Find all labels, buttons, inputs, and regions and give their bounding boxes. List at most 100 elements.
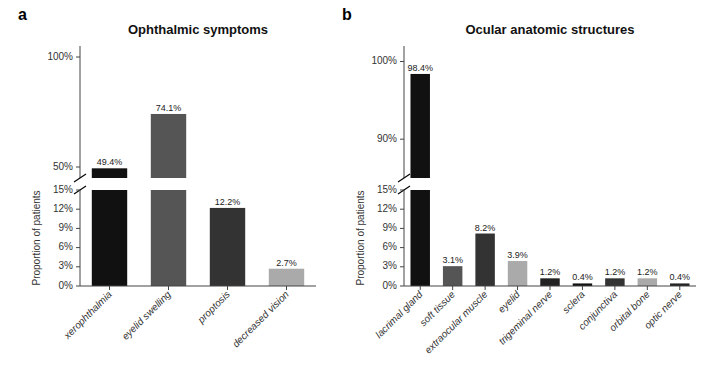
- x-tick-label: optic nerve: [642, 288, 685, 331]
- x-tick-label: xerophthalmia: [61, 288, 114, 341]
- x-tick: [485, 286, 486, 290]
- y-tick: [400, 286, 404, 287]
- x-tick: [647, 286, 648, 290]
- panel: 0%3%6%9%12%15%90%100%lacrimal glandsoft …: [342, 0, 696, 356]
- y-axis-high: [80, 46, 81, 178]
- x-tick-label: decreased vision: [230, 288, 291, 349]
- y-tick-label: 15%: [53, 184, 73, 195]
- data-label: 0.4%: [670, 272, 691, 282]
- y-tick-label: 90%: [377, 133, 397, 144]
- y-tick-label: 100%: [47, 51, 73, 62]
- data-label: 8.2%: [475, 223, 496, 233]
- bar: [540, 278, 559, 286]
- bars-low: [410, 190, 689, 286]
- y-tick: [76, 247, 80, 248]
- bars-high: [410, 74, 429, 178]
- y-tick: [76, 209, 80, 210]
- y-tick-label: 50%: [53, 161, 73, 172]
- y-tick: [76, 266, 80, 267]
- bar: [269, 269, 304, 286]
- bar: [151, 190, 186, 286]
- x-tick: [452, 286, 453, 290]
- bar: [92, 190, 127, 286]
- title: Ocular anatomic structures: [465, 22, 634, 37]
- bar: [210, 208, 245, 286]
- y-tick-label: 3%: [383, 260, 398, 271]
- x-tick: [517, 286, 518, 290]
- x-tick: [420, 286, 421, 290]
- data-label: 1.2%: [540, 267, 561, 277]
- bar: [605, 278, 624, 286]
- y-tick: [400, 139, 404, 140]
- bar: [508, 261, 527, 286]
- axis-break: [398, 174, 410, 182]
- panel: 0%3%6%9%12%15%50%100%xerophthalmiaeyelid…: [18, 0, 316, 349]
- bar: [443, 266, 462, 286]
- axis-break: [74, 186, 86, 194]
- y-axis-low: [80, 190, 81, 286]
- x-tick: [109, 286, 110, 290]
- x-tick-label: extraocular muscle: [422, 288, 489, 355]
- x-tick: [582, 286, 583, 290]
- y-axis-label: Proportion of patients: [31, 190, 42, 285]
- bar: [475, 234, 494, 286]
- y-tick-label: 15%: [377, 184, 397, 195]
- y-tick: [400, 247, 404, 248]
- x-tick: [168, 286, 169, 290]
- y-tick: [76, 190, 80, 191]
- y-tick: [76, 57, 80, 58]
- y-tick: [400, 190, 404, 191]
- x-tick-label: sclera: [560, 288, 587, 315]
- y-tick-label: 3%: [59, 260, 74, 271]
- y-tick: [400, 228, 404, 229]
- x-axis: [80, 286, 316, 287]
- y-axis-low: [404, 190, 405, 286]
- y-tick-label: 9%: [383, 222, 398, 233]
- x-tick-label: lacrimal gland: [373, 288, 425, 340]
- y-tick: [400, 266, 404, 267]
- bar: [410, 190, 429, 286]
- data-label: 2.7%: [276, 258, 297, 268]
- bar: [151, 114, 186, 178]
- x-tick-label: trigeminal nerve: [496, 288, 554, 346]
- y-tick-label: 12%: [377, 203, 397, 214]
- data-label: 0.4%: [572, 272, 593, 282]
- y-tick: [400, 209, 404, 210]
- y-axis-high: [404, 46, 405, 178]
- data-label: 3.9%: [507, 250, 528, 260]
- y-tick-label: 100%: [371, 55, 397, 66]
- y-tick-label: 6%: [59, 241, 74, 252]
- y-tick-label: 0%: [383, 280, 398, 291]
- y-axis-label: Proportion of patients: [355, 190, 366, 285]
- x-tick-label: eyelid: [496, 288, 523, 315]
- bar: [638, 278, 657, 286]
- y-tick-label: 6%: [383, 241, 398, 252]
- data-label: 1.2%: [637, 267, 658, 277]
- y-tick-label: 9%: [59, 222, 74, 233]
- x-tick: [679, 286, 680, 290]
- x-tick-label: proptosis: [195, 289, 232, 326]
- title: Ophthalmic symptoms: [128, 22, 268, 37]
- y-tick: [76, 167, 80, 168]
- panel-label: b: [342, 6, 352, 23]
- y-tick-label: 12%: [53, 203, 73, 214]
- data-label: 3.1%: [442, 255, 463, 265]
- x-tick: [614, 286, 615, 290]
- axis-break: [398, 186, 410, 194]
- y-tick: [76, 228, 80, 229]
- y-tick: [76, 286, 80, 287]
- x-tick: [550, 286, 551, 290]
- bar: [410, 74, 429, 178]
- data-label: 98.4%: [407, 63, 433, 73]
- figure: 0%3%6%9%12%15%50%100%xerophthalmiaeyelid…: [0, 0, 709, 365]
- x-tick-label: eyelid swelling: [120, 288, 174, 342]
- x-tick: [227, 286, 228, 290]
- panel-label: a: [18, 6, 27, 23]
- data-label: 12.2%: [215, 197, 241, 207]
- y-tick: [400, 61, 404, 62]
- data-label: 49.4%: [97, 157, 123, 167]
- bar: [92, 168, 127, 178]
- data-label: 74.1%: [156, 103, 182, 113]
- bars-high: [92, 114, 186, 178]
- data-label: 1.2%: [605, 267, 626, 277]
